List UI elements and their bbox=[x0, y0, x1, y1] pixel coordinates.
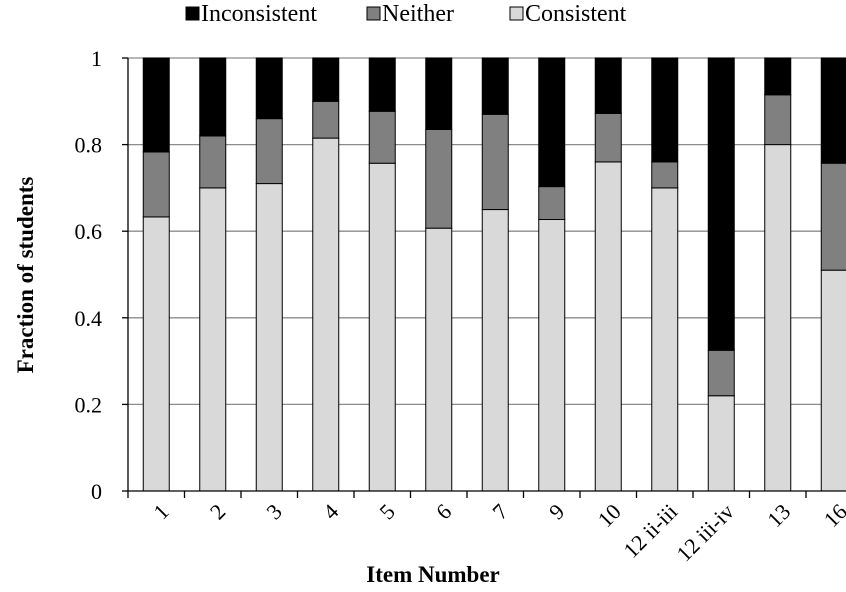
bar-segment-neither bbox=[651, 161, 679, 189]
x-tick-label: 2 bbox=[205, 499, 230, 524]
x-tick-label: 10 bbox=[593, 499, 626, 532]
x-tick-label: 12 iii-iv bbox=[671, 499, 738, 566]
legend-swatch-inconsistent bbox=[185, 6, 200, 21]
axes bbox=[122, 57, 846, 498]
bar-segment-consistent bbox=[707, 395, 735, 492]
y-tick-label: 0.2 bbox=[75, 392, 103, 417]
bar-segment-consistent bbox=[481, 209, 509, 492]
x-tick-label: 9 bbox=[544, 499, 569, 524]
bar-segment-inconsistent bbox=[538, 57, 566, 188]
x-axis-title: Item Number bbox=[366, 562, 500, 587]
legend-label-neither: Neither bbox=[382, 1, 454, 27]
legend: Inconsistent Neither Consistent bbox=[185, 1, 627, 27]
bar-segment-consistent bbox=[764, 144, 792, 492]
y-tick-label: 0.8 bbox=[75, 133, 103, 158]
y-tick-label: 0.6 bbox=[75, 219, 103, 244]
bar-segment-inconsistent bbox=[368, 57, 396, 112]
x-tick-label: 12 ii-iii bbox=[618, 499, 682, 563]
y-tick-label: 0.4 bbox=[75, 306, 103, 331]
bar-segment-consistent bbox=[142, 216, 170, 492]
legend-label-consistent: Consistent bbox=[525, 1, 627, 27]
x-tick-label: 6 bbox=[431, 499, 456, 524]
y-axis-title: Fraction of students bbox=[13, 177, 38, 374]
bar-segment-neither bbox=[594, 112, 622, 163]
bar-segment-inconsistent bbox=[142, 57, 170, 153]
y-tick-label: 1 bbox=[91, 46, 102, 71]
y-tick-label: 0 bbox=[91, 479, 102, 504]
bar-segment-neither bbox=[368, 110, 396, 164]
bar-segment-inconsistent bbox=[425, 57, 453, 130]
x-tick-label: 13 bbox=[762, 499, 795, 532]
bar-segment-neither bbox=[481, 113, 509, 211]
bar-segment-inconsistent bbox=[707, 57, 735, 351]
y-tick-labels: 0 0.2 0.4 0.6 0.8 1 bbox=[75, 46, 103, 504]
bar-segment-inconsistent bbox=[255, 57, 283, 120]
bar-segment-consistent bbox=[820, 269, 846, 492]
x-tick-label: 7 bbox=[487, 499, 512, 524]
bar-segment-neither bbox=[707, 349, 735, 397]
x-tick-label: 5 bbox=[374, 499, 399, 524]
bar-segment-consistent bbox=[425, 227, 453, 492]
bar-segment-consistent bbox=[368, 162, 396, 492]
bar-segment-inconsistent bbox=[764, 57, 792, 96]
bar-segment-consistent bbox=[651, 187, 679, 492]
bar-segment-neither bbox=[764, 94, 792, 146]
x-tick-label: 16 bbox=[819, 499, 846, 532]
bar-segment-consistent bbox=[199, 187, 227, 492]
x-tick-label: 3 bbox=[261, 499, 286, 524]
bar-segment-inconsistent bbox=[312, 57, 340, 102]
bar-segment-inconsistent bbox=[651, 57, 679, 163]
bar-segment-inconsistent bbox=[199, 57, 227, 137]
bar-segment-consistent bbox=[594, 161, 622, 492]
bar-segment-consistent bbox=[255, 183, 283, 492]
bar-segment-consistent bbox=[538, 219, 566, 492]
bar-segment-inconsistent bbox=[820, 57, 846, 164]
bar-segment-neither bbox=[820, 162, 846, 271]
bars bbox=[142, 57, 846, 492]
bar-segment-neither bbox=[255, 118, 283, 185]
x-tick-label: 4 bbox=[318, 499, 343, 524]
legend-label-inconsistent: Inconsistent bbox=[201, 1, 317, 27]
bar-segment-neither bbox=[538, 186, 566, 221]
bar-segment-consistent bbox=[312, 137, 340, 492]
legend-swatch-neither bbox=[366, 6, 381, 21]
x-tick-label: 1 bbox=[148, 499, 173, 524]
bar-segment-neither bbox=[142, 151, 170, 218]
bar-segment-neither bbox=[312, 100, 340, 139]
bar-segment-inconsistent bbox=[481, 57, 509, 115]
bar-segment-inconsistent bbox=[594, 57, 622, 114]
legend-swatch-consistent bbox=[509, 6, 524, 21]
bar-segment-neither bbox=[425, 128, 453, 229]
bar-segment-neither bbox=[199, 135, 227, 189]
